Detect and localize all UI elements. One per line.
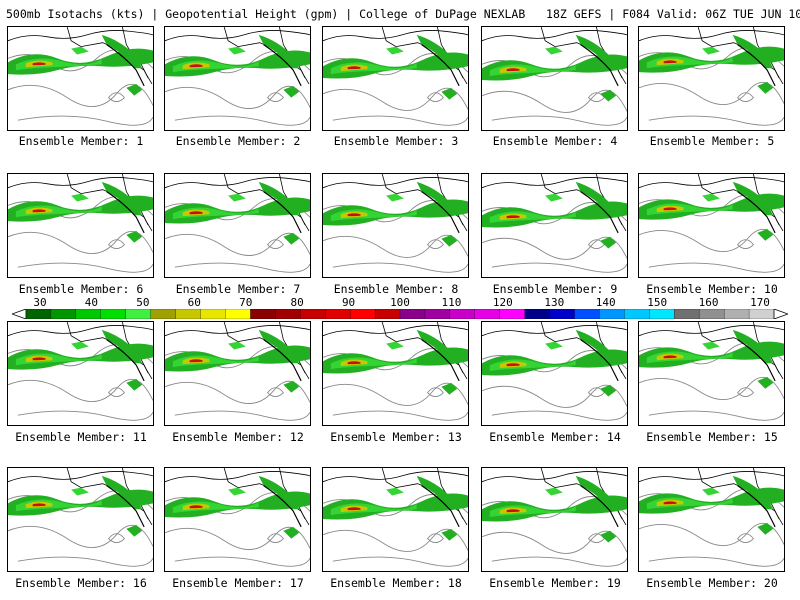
colorbar-cell: [624, 309, 650, 319]
colorbar-cell: [349, 309, 376, 319]
ensemble-map-panel: [164, 321, 311, 426]
colorbar-cell: [499, 309, 526, 319]
ensemble-map-panel: [322, 26, 469, 131]
ensemble-map-panel: [322, 173, 469, 278]
colorbar-tick-label: 170: [750, 296, 770, 309]
ensemble-member-label: Ensemble Member: 18: [330, 576, 462, 590]
ensemble-member-label: Ensemble Member: 8: [333, 282, 459, 296]
ensemble-member-label: Ensemble Member: 5: [649, 134, 775, 148]
map-title: 500mb Isotachs (kts) | Geopotential Heig…: [6, 7, 800, 21]
ensemble-map-panel: [7, 26, 154, 131]
ensemble-member-label: Ensemble Member: 14: [489, 430, 621, 444]
colorbar-cell: [549, 309, 575, 319]
ensemble-member-label: Ensemble Member: 10: [646, 282, 778, 296]
ensemble-member-label: Ensemble Member: 4: [492, 134, 618, 148]
colorbar-cell: [574, 309, 600, 319]
ensemble-member-label: Ensemble Member: 7: [175, 282, 301, 296]
colorbar-cell: [75, 309, 102, 319]
ensemble-member-label: Ensemble Member: 1: [18, 134, 144, 148]
colorbar-tick-label: 130: [544, 296, 565, 309]
ensemble-map-panel: [322, 467, 469, 572]
colorbar-tick-label: 140: [595, 296, 616, 309]
colorbar-tick-label: 160: [698, 296, 719, 309]
colorbar-tick-label: 70: [239, 296, 253, 309]
colorbar-tick-label: 30: [33, 296, 47, 309]
colorbar-cell: [200, 309, 226, 319]
ensemble-member-label: Ensemble Member: 13: [330, 430, 462, 444]
colorbar-cell: [723, 309, 750, 319]
colorbar-cell: [300, 309, 326, 319]
colorbar-cell: [25, 309, 52, 319]
ensemble-member-label: Ensemble Member: 9: [492, 282, 618, 296]
colorbar-cell: [250, 309, 276, 319]
colorbar-cell: [50, 309, 77, 319]
colorbar-tick-label: 100: [390, 296, 410, 309]
colorbar-cell: [674, 309, 700, 319]
colorbar-cell: [225, 309, 251, 319]
ensemble-map-panel: [322, 321, 469, 426]
ensemble-map-panel: [164, 467, 311, 572]
ensemble-member-label: Ensemble Member: 17: [172, 576, 304, 590]
colorbar-cell: [374, 309, 401, 319]
ensemble-map-panel: [638, 321, 785, 426]
colorbar-cell: [699, 309, 725, 319]
ensemble-member-label: Ensemble Member: 15: [646, 430, 778, 444]
colorbar-tick-label: 40: [84, 296, 99, 309]
ensemble-member-label: Ensemble Member: 16: [15, 576, 147, 590]
ensemble-member-label: Ensemble Member: 3: [333, 134, 459, 148]
colorbar-cell: [100, 309, 127, 319]
colorbar-cell: [175, 309, 201, 319]
colorbar-tick-label: 60: [187, 296, 201, 309]
colorbar-cell: [599, 309, 625, 319]
ensemble-map-panel: [638, 173, 785, 278]
colorbar-left-arrow: [12, 309, 27, 319]
ensemble-map-panel: [481, 26, 628, 131]
colorbar-tick-label: 50: [136, 296, 150, 309]
colorbar-tick-label: 80: [290, 296, 304, 309]
ensemble-map-panel: [638, 26, 785, 131]
ensemble-member-label: Ensemble Member: 6: [18, 282, 144, 296]
ensemble-member-label: Ensemble Member: 20: [646, 576, 778, 590]
ensemble-map-panel: [481, 321, 628, 426]
ensemble-member-label: Ensemble Member: 2: [175, 134, 301, 148]
isotach-colorbar: [12, 309, 788, 319]
ensemble-map-panel: [164, 26, 311, 131]
ensemble-map-panel: [481, 467, 628, 572]
ensemble-map-panel: [638, 467, 785, 572]
colorbar-cell: [424, 309, 451, 319]
colorbar-cell: [399, 309, 426, 319]
colorbar-tick-label: 150: [647, 296, 668, 309]
colorbar-cell: [275, 309, 301, 319]
ensemble-member-label: Ensemble Member: 19: [489, 576, 621, 590]
colorbar-cell: [649, 309, 675, 319]
colorbar-tick-label: 90: [341, 296, 356, 309]
ensemble-map-panel: [164, 173, 311, 278]
ensemble-member-label: Ensemble Member: 12: [172, 430, 304, 444]
colorbar-cell: [150, 309, 177, 319]
colorbar-cell: [524, 309, 551, 319]
ensemble-map-panel: [7, 321, 154, 426]
colorbar-right-arrow: [773, 309, 788, 319]
colorbar-cell: [748, 309, 775, 319]
ensemble-member-label: Ensemble Member: 11: [15, 430, 147, 444]
colorbar-cell: [474, 309, 501, 319]
colorbar-cell: [125, 309, 152, 319]
colorbar-cell: [325, 309, 351, 319]
ensemble-map-panel: [7, 467, 154, 572]
ensemble-map-panel: [7, 173, 154, 278]
colorbar-tick-label: 110: [441, 296, 462, 309]
colorbar-cell: [449, 309, 476, 319]
ensemble-map-panel: [481, 173, 628, 278]
colorbar-tick-label: 120: [492, 296, 513, 309]
